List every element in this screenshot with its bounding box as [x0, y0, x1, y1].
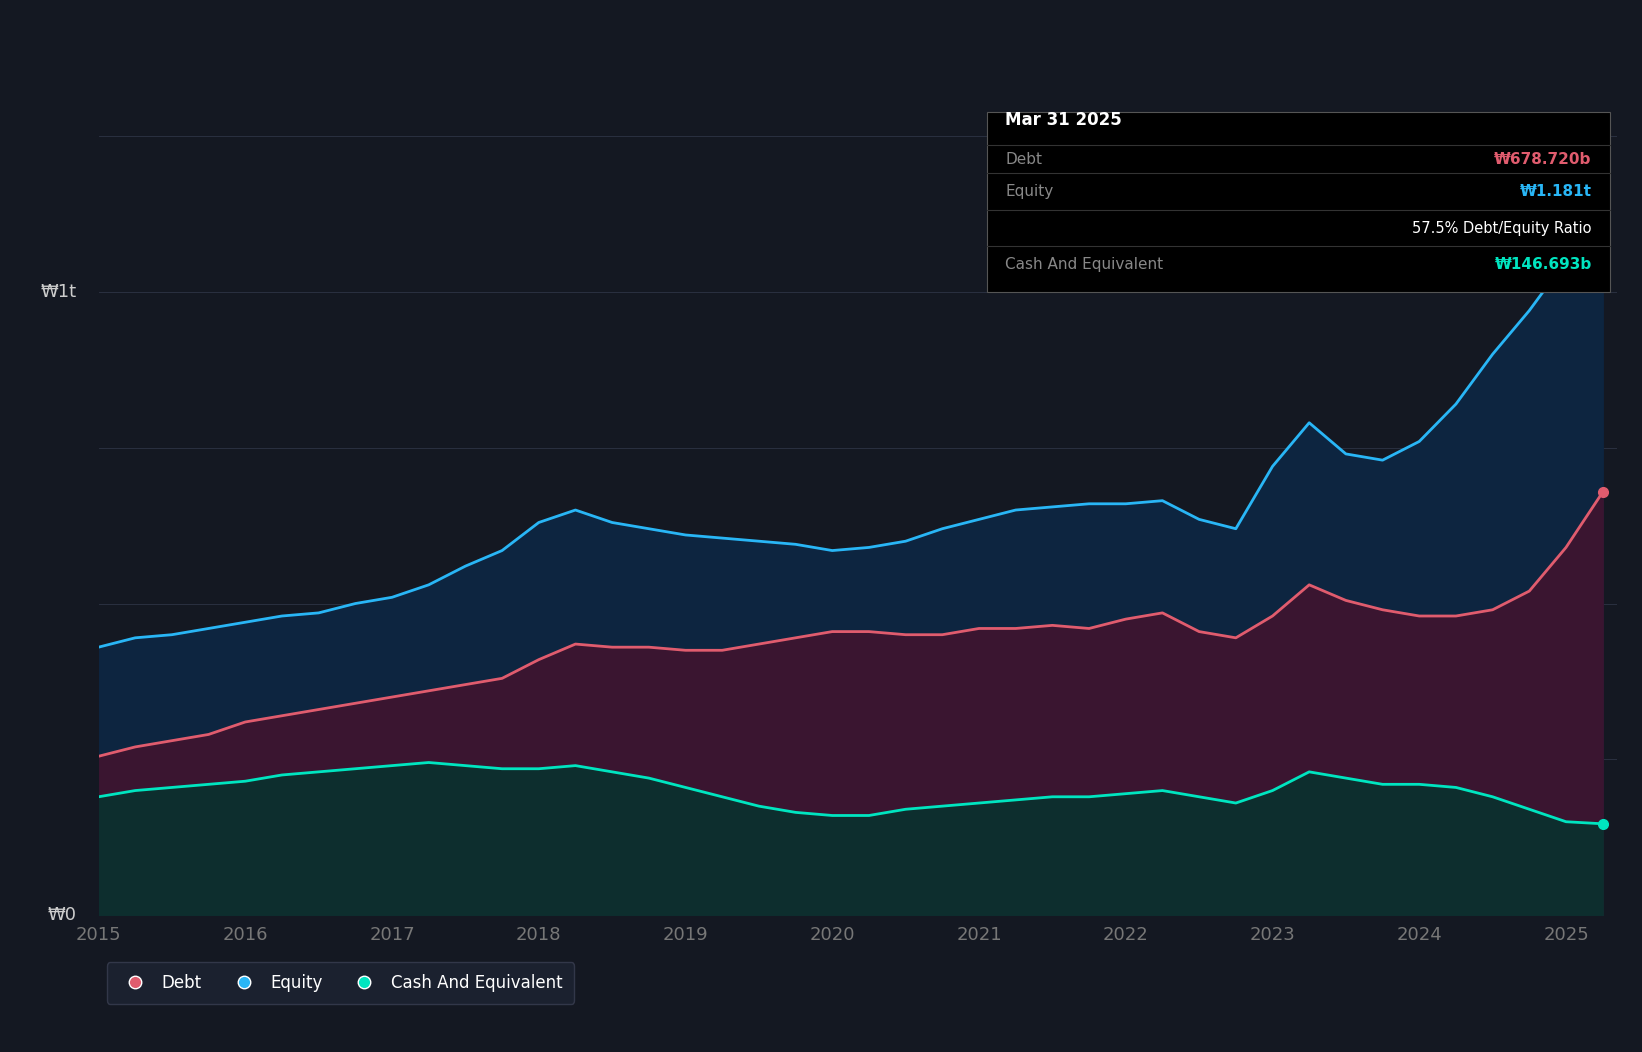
Text: ₩146.693b: ₩146.693b	[1494, 257, 1591, 272]
Text: Mar 31 2025: Mar 31 2025	[1005, 110, 1121, 129]
Text: Cash And Equivalent: Cash And Equivalent	[1005, 257, 1164, 272]
Bar	[987, 112, 1609, 292]
Text: ₩678.720b: ₩678.720b	[1494, 151, 1591, 167]
Text: 57.5% Debt/Equity Ratio: 57.5% Debt/Equity Ratio	[1412, 221, 1591, 236]
Text: Equity: Equity	[1005, 184, 1054, 199]
Legend: Debt, Equity, Cash And Equivalent: Debt, Equity, Cash And Equivalent	[107, 963, 575, 1004]
Text: ₩0: ₩0	[48, 906, 77, 925]
Text: ₩1t: ₩1t	[41, 283, 77, 301]
Text: ₩1.181t: ₩1.181t	[1519, 184, 1591, 199]
Text: Debt: Debt	[1005, 151, 1043, 167]
